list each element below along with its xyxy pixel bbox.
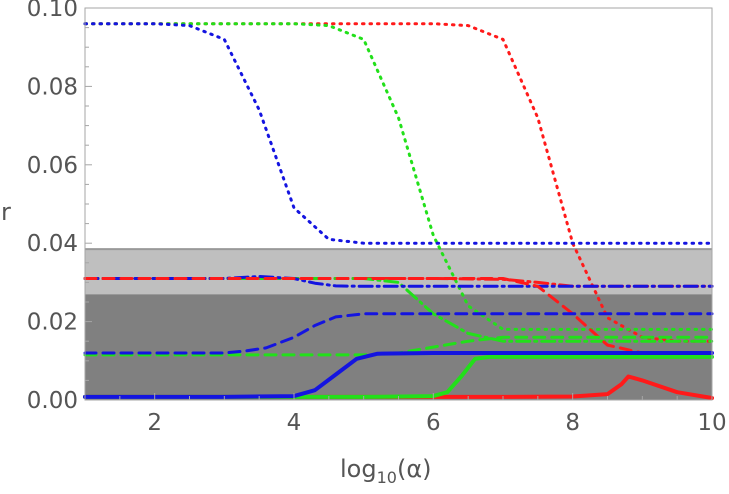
y-tick-label: 0.00 xyxy=(27,388,78,414)
tick-labels: 2 4 6 8 10 0.00 0.02 0.04 0.06 0.08 0.10 xyxy=(27,0,727,436)
tick-marks xyxy=(85,7,713,401)
shaded-band-0 xyxy=(85,294,712,400)
series-blue-dashdot xyxy=(83,275,714,288)
series-layer xyxy=(83,22,714,400)
y-tick-label: 0.04 xyxy=(27,231,78,257)
series-blue-dashed xyxy=(83,312,714,355)
x-tick-label: 4 xyxy=(287,410,302,436)
x-axis-label-base: log xyxy=(340,455,377,483)
shaded-bands xyxy=(85,248,712,400)
y-tick-label: 0.06 xyxy=(27,153,78,179)
y-tick-label: 0.02 xyxy=(27,310,78,336)
x-axis-label-subscript: 10 xyxy=(377,468,397,487)
y-tick-label: 0.10 xyxy=(27,0,78,22)
series-blue-dotted xyxy=(83,22,714,245)
x-tick-label: 2 xyxy=(147,410,162,436)
y-axis-label: r xyxy=(1,198,11,226)
series-green-dashed xyxy=(83,335,714,357)
x-tick-label: 8 xyxy=(565,410,580,436)
x-axis-label-arg: (α) xyxy=(397,455,432,483)
x-axis-label: log10(α) xyxy=(340,455,432,487)
series-green-dotted xyxy=(83,22,714,331)
y-tick-label: 0.08 xyxy=(27,74,78,100)
x-tick-label: 6 xyxy=(426,410,441,436)
x-tick-label: 10 xyxy=(697,410,726,436)
